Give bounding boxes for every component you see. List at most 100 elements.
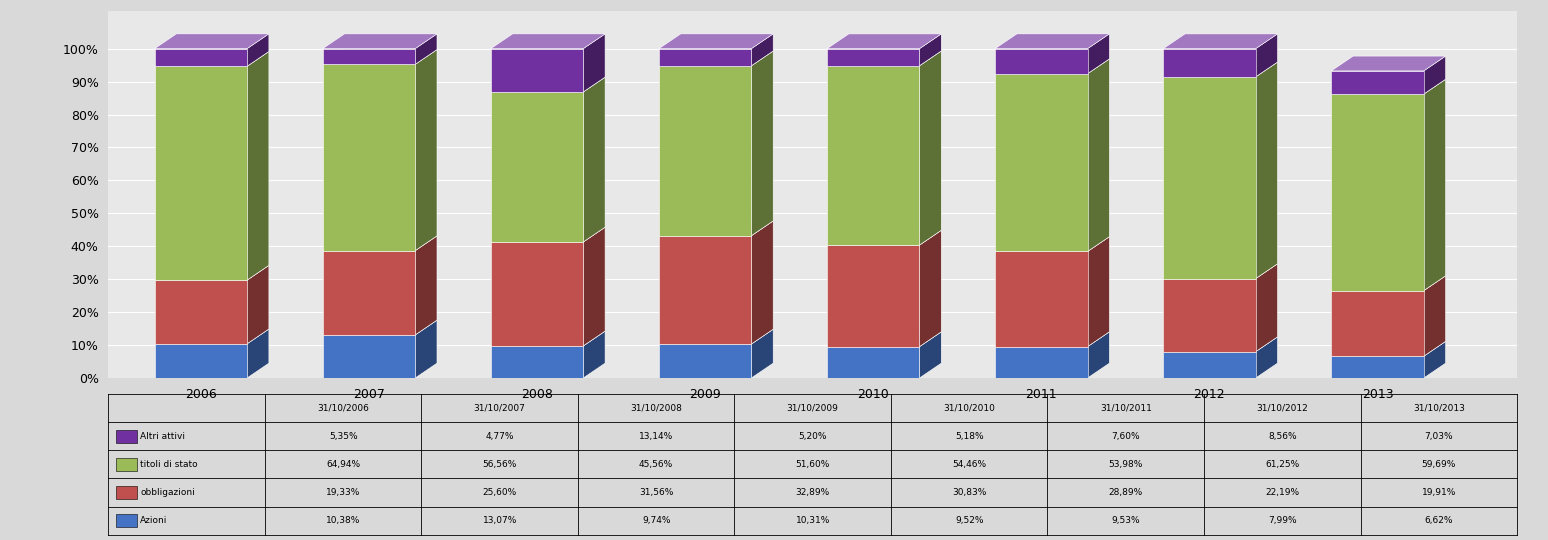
Text: 13,07%: 13,07% (483, 516, 517, 525)
Polygon shape (920, 51, 941, 245)
Bar (995, 49, 1088, 73)
Polygon shape (751, 51, 772, 236)
Bar (1163, 49, 1255, 77)
Text: 56,56%: 56,56% (483, 460, 517, 469)
Bar (116, 486, 138, 499)
Polygon shape (659, 329, 772, 344)
Bar (659, 344, 751, 378)
Polygon shape (827, 230, 941, 245)
Polygon shape (1163, 34, 1277, 49)
Polygon shape (1331, 341, 1446, 356)
Text: 31/10/2006: 31/10/2006 (317, 404, 368, 413)
Text: 31/10/2009: 31/10/2009 (786, 404, 839, 413)
Polygon shape (1255, 264, 1277, 352)
Bar (995, 252, 1088, 347)
Polygon shape (1424, 341, 1446, 378)
Text: 45,56%: 45,56% (639, 460, 673, 469)
Polygon shape (248, 51, 269, 280)
Bar (1163, 352, 1255, 378)
Text: 9,53%: 9,53% (1111, 516, 1139, 525)
Bar (1331, 94, 1424, 291)
Bar (827, 245, 920, 347)
Text: 31/10/2012: 31/10/2012 (1257, 404, 1308, 413)
Bar (1163, 279, 1255, 352)
Polygon shape (155, 34, 269, 49)
Bar (116, 458, 138, 471)
Bar (995, 347, 1088, 378)
Text: 31/10/2010: 31/10/2010 (943, 404, 995, 413)
Polygon shape (1163, 62, 1277, 77)
Bar (1331, 291, 1424, 356)
Polygon shape (920, 332, 941, 378)
Text: 7,60%: 7,60% (1111, 432, 1139, 441)
Polygon shape (491, 331, 605, 346)
Polygon shape (584, 77, 605, 242)
Polygon shape (584, 227, 605, 346)
Polygon shape (1424, 79, 1446, 291)
Text: 10,38%: 10,38% (327, 516, 361, 525)
Polygon shape (659, 51, 772, 66)
Polygon shape (1088, 59, 1110, 252)
Bar (491, 346, 584, 378)
Bar (322, 335, 415, 378)
Text: 19,91%: 19,91% (1421, 488, 1457, 497)
Polygon shape (491, 77, 605, 92)
Polygon shape (1331, 56, 1446, 71)
Text: 10,31%: 10,31% (796, 516, 830, 525)
Text: 8,56%: 8,56% (1268, 432, 1297, 441)
Polygon shape (155, 51, 269, 66)
Polygon shape (584, 34, 605, 92)
Bar (827, 49, 920, 66)
Polygon shape (155, 265, 269, 280)
Polygon shape (322, 34, 437, 49)
Polygon shape (1088, 34, 1110, 73)
Polygon shape (248, 34, 269, 66)
Bar (155, 280, 248, 344)
Polygon shape (415, 320, 437, 378)
Text: 4,77%: 4,77% (486, 432, 514, 441)
Text: 7,99%: 7,99% (1268, 516, 1297, 525)
Bar (491, 242, 584, 346)
Polygon shape (1255, 62, 1277, 279)
Text: 59,69%: 59,69% (1421, 460, 1457, 469)
Text: 5,20%: 5,20% (799, 432, 827, 441)
Polygon shape (1088, 332, 1110, 378)
Polygon shape (1163, 264, 1277, 279)
Text: 9,52%: 9,52% (955, 516, 983, 525)
Bar (116, 514, 138, 527)
Polygon shape (827, 51, 941, 66)
Text: 61,25%: 61,25% (1265, 460, 1299, 469)
Polygon shape (995, 34, 1110, 49)
Polygon shape (1331, 79, 1446, 94)
Polygon shape (491, 227, 605, 242)
Bar (659, 49, 751, 66)
Text: 64,94%: 64,94% (327, 460, 361, 469)
Polygon shape (491, 34, 605, 49)
Polygon shape (827, 332, 941, 347)
Polygon shape (1163, 337, 1277, 352)
Polygon shape (751, 34, 772, 66)
Polygon shape (827, 34, 941, 49)
Polygon shape (1424, 276, 1446, 356)
Text: 31,56%: 31,56% (639, 488, 673, 497)
Bar (659, 66, 751, 236)
Text: 19,33%: 19,33% (327, 488, 361, 497)
Text: 51,60%: 51,60% (796, 460, 830, 469)
Text: 28,89%: 28,89% (1108, 488, 1142, 497)
Text: titoli di stato: titoli di stato (141, 460, 198, 469)
Text: 25,60%: 25,60% (483, 488, 517, 497)
Text: 30,83%: 30,83% (952, 488, 986, 497)
Bar (155, 49, 248, 66)
Bar (322, 49, 415, 64)
Text: 31/10/2011: 31/10/2011 (1099, 404, 1152, 413)
Bar (116, 430, 138, 443)
Polygon shape (248, 265, 269, 344)
Text: 53,98%: 53,98% (1108, 460, 1142, 469)
Polygon shape (1088, 237, 1110, 347)
Text: 31/10/2008: 31/10/2008 (630, 404, 683, 413)
Polygon shape (415, 50, 437, 251)
Polygon shape (1255, 337, 1277, 378)
Bar (995, 73, 1088, 252)
Polygon shape (1255, 34, 1277, 77)
Bar (322, 64, 415, 251)
